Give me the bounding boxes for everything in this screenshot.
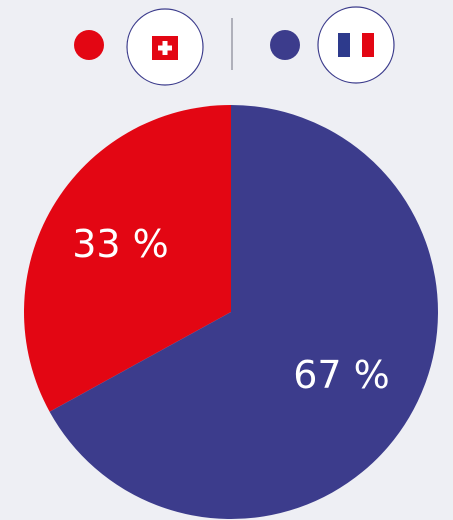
slice-label: 67 %	[293, 353, 390, 397]
french-flag-icon	[338, 33, 374, 57]
legend	[74, 6, 395, 86]
legend-dot	[74, 30, 104, 60]
slice-label: 33 %	[72, 222, 169, 266]
pie-slice	[49, 104, 438, 519]
pie-slice	[23, 105, 231, 412]
swiss-flag-icon	[152, 36, 178, 60]
legend-dot	[270, 30, 300, 60]
